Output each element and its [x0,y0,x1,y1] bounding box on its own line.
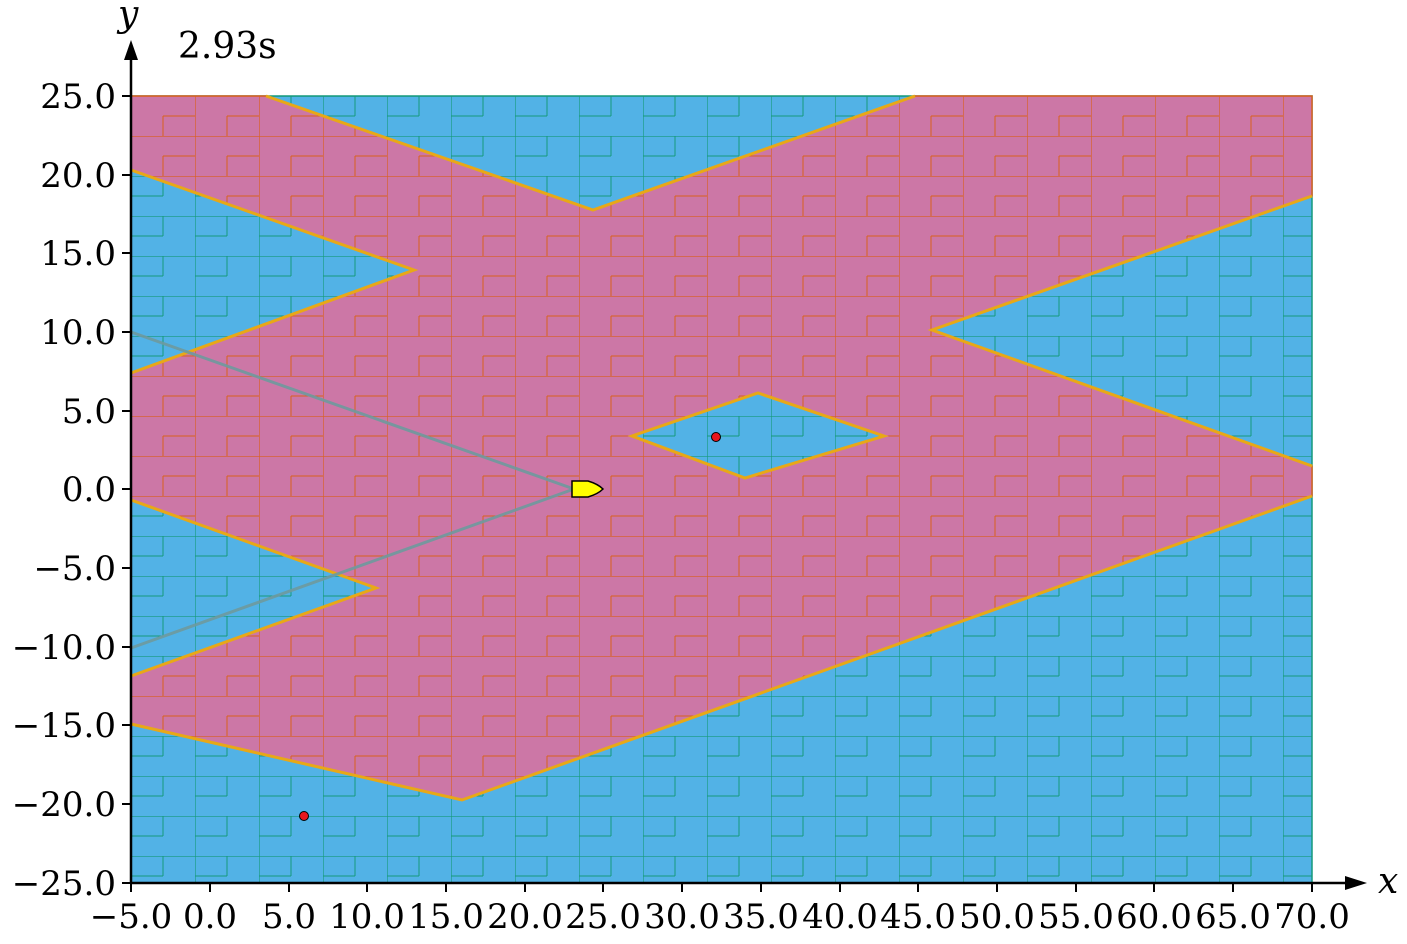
y-tick-label: 0.0 [62,470,116,510]
y-tick-label: −10.0 [12,628,116,668]
y-tick-label: 25.0 [40,77,116,117]
sensor-lines [130,330,575,650]
axes [124,40,1367,890]
x-tick-label: 30.0 [644,897,720,937]
x-tick-label: 55.0 [1038,897,1114,937]
x-tick-label: 25.0 [565,897,641,937]
tick-marks [122,95,1313,892]
y-tick-label: −25.0 [12,864,116,904]
boundary-lines [130,94,1313,802]
x-tick-label: 45.0 [880,897,956,937]
y-axis-label: y [116,0,139,35]
x-tick-label: 70.0 [1274,897,1350,937]
x-tick-label: 5.0 [262,897,316,937]
x-tick-label: 10.0 [329,897,405,937]
x-tick-label: −5.0 [90,897,173,937]
x-tick-label: 60.0 [1116,897,1192,937]
x-tick-label: 65.0 [1195,897,1271,937]
y-tick-label: −5.0 [33,549,116,589]
y-tick-label: 10.0 [40,313,116,353]
x-tick-label: 0.0 [183,897,237,937]
target-marker [299,811,309,821]
y-tick-labels: 25.0 20.0 15.0 10.0 5.0 0.0 −5.0 −10.0 −… [12,77,116,904]
x-tick-label: 50.0 [959,897,1035,937]
x-tick-labels: −5.0 0.0 5.0 10.0 15.0 20.0 25.0 30.0 35… [90,897,1350,937]
x-tick-label: 35.0 [723,897,799,937]
target-marker [711,432,721,442]
x-tick-label: 15.0 [408,897,484,937]
y-tick-label: −15.0 [12,706,116,746]
time-label: 2.93s [178,26,277,67]
vehicle-marker [571,480,605,498]
y-tick-label: 20.0 [40,156,116,196]
y-tick-label: 5.0 [62,392,116,432]
x-tick-label: 40.0 [802,897,878,937]
y-tick-label: −20.0 [12,785,116,825]
x-tick-label: 20.0 [487,897,563,937]
x-axis-label: x [1378,861,1398,902]
y-tick-label: 15.0 [40,234,116,274]
